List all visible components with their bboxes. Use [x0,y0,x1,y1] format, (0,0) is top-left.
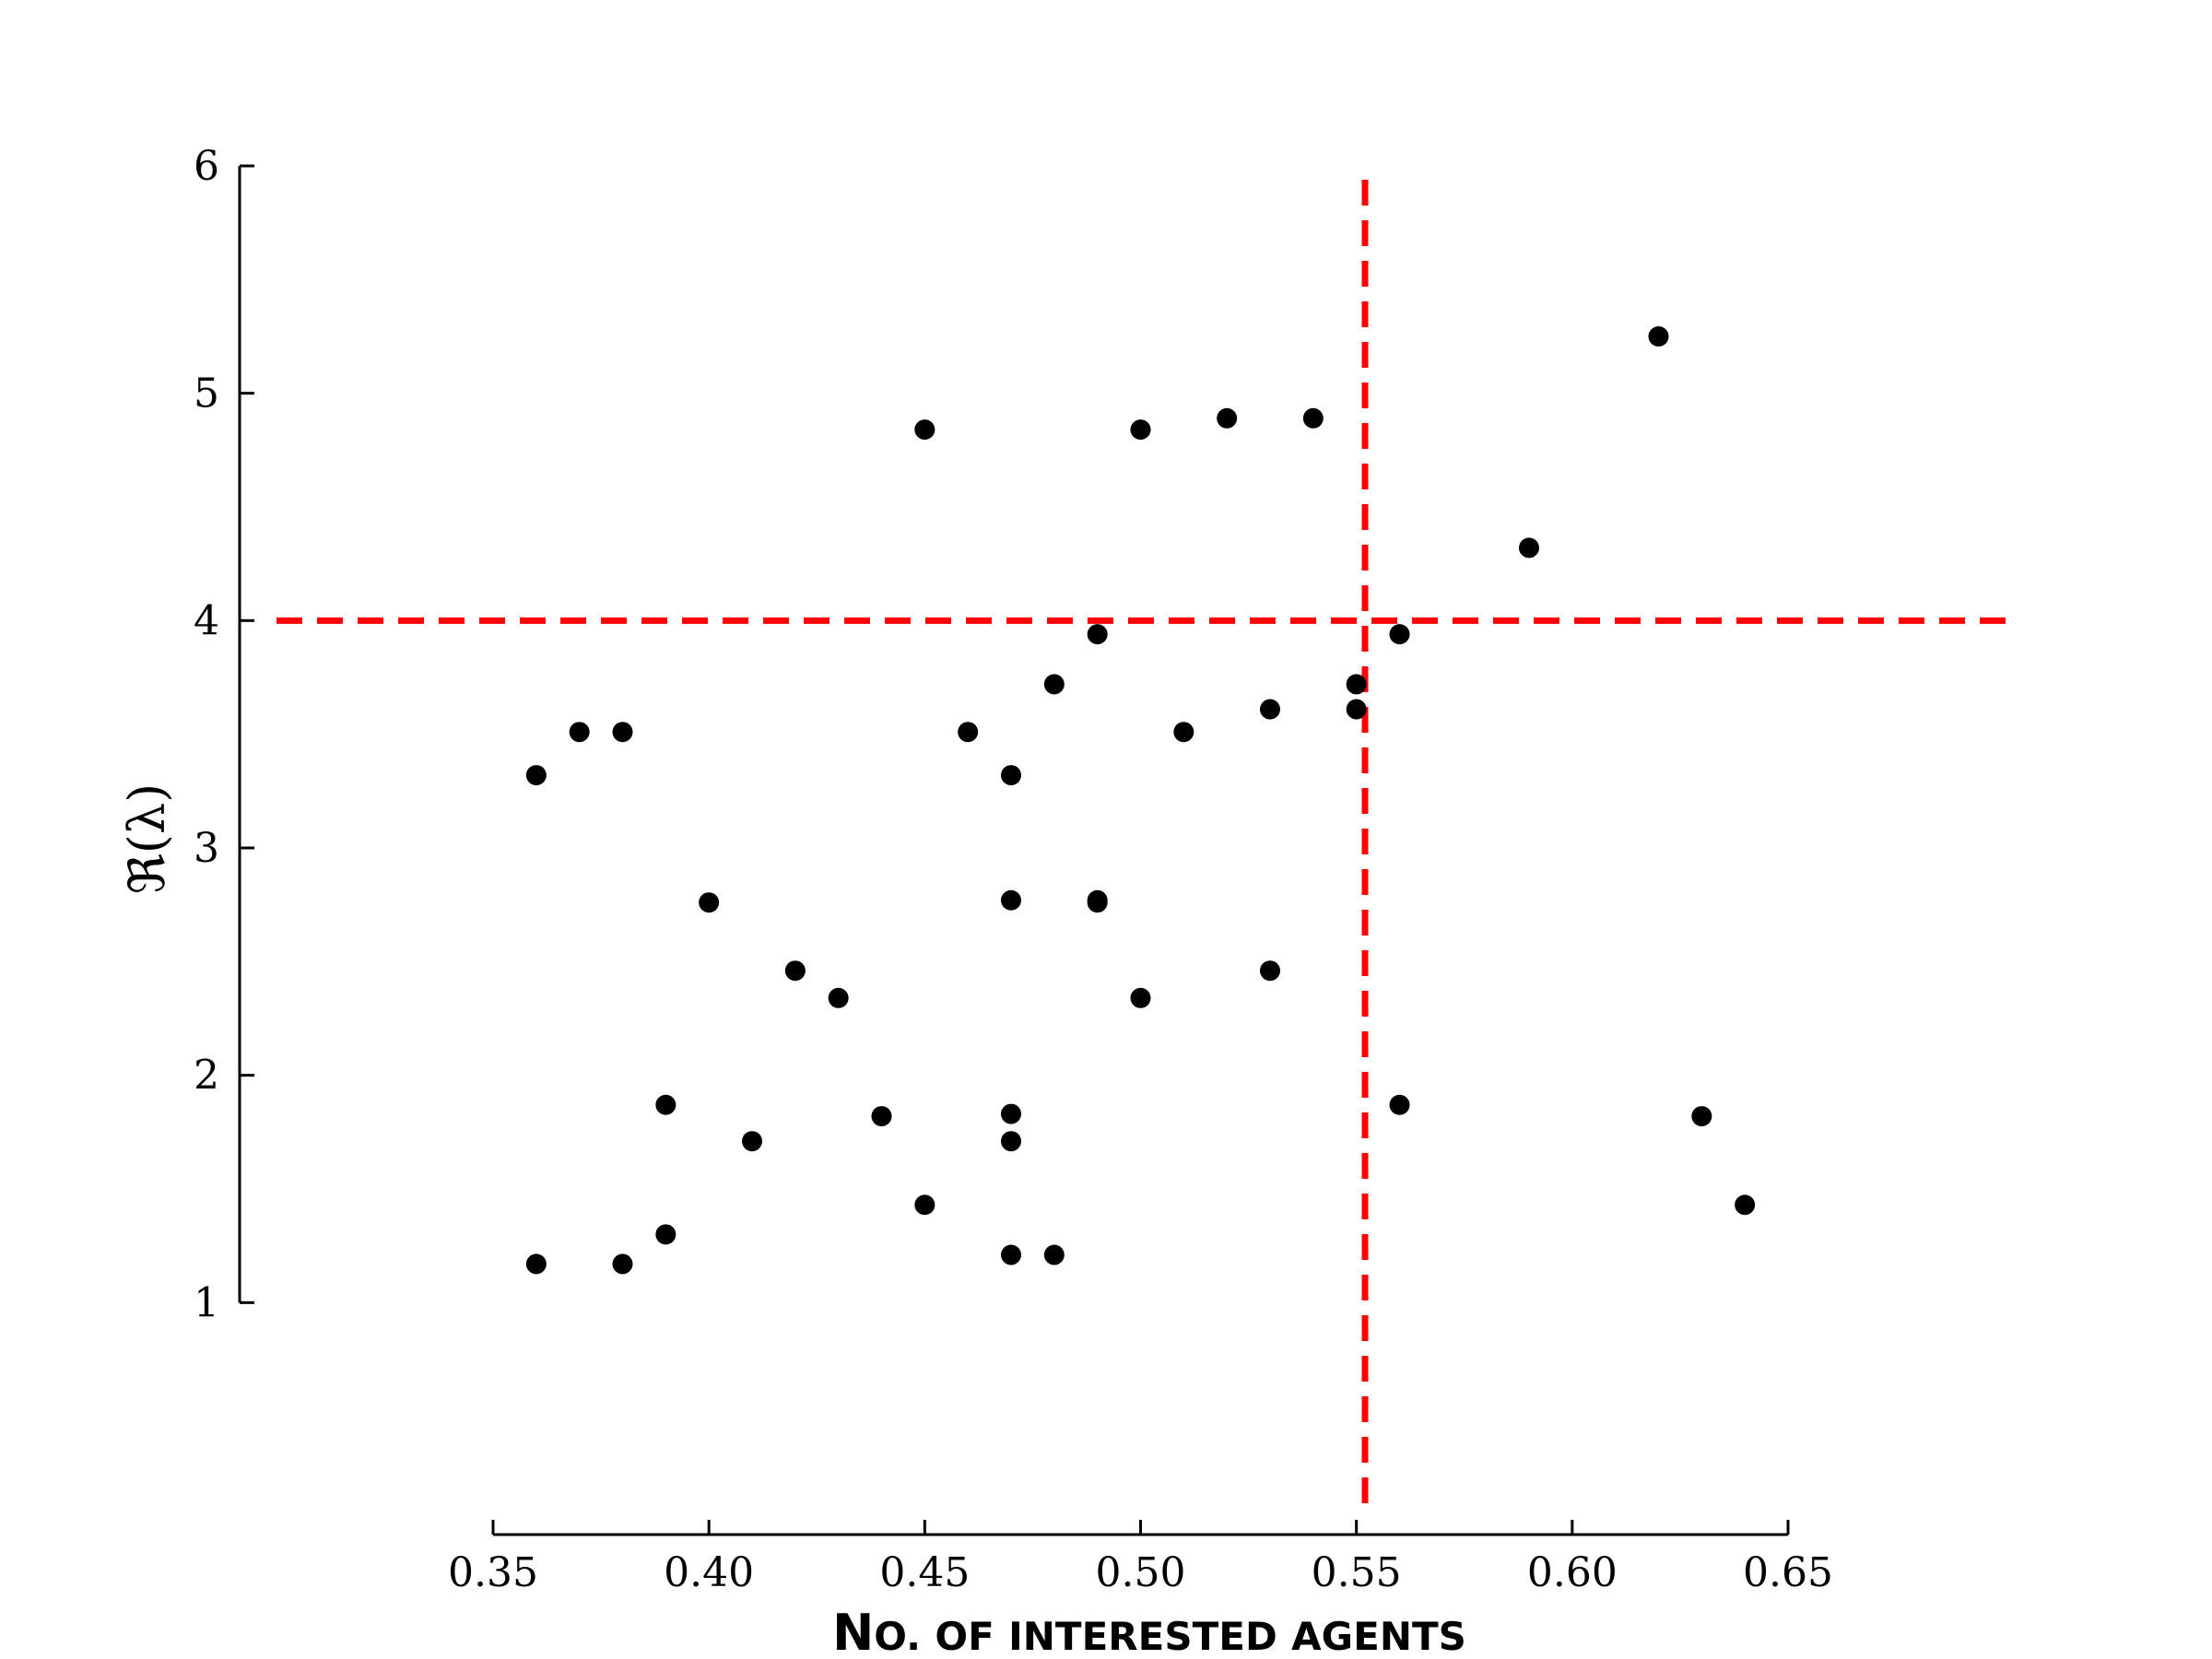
y-axis: 1 2 3 4 5 6 [194,143,254,1326]
x-tick-label: 0.65 [1743,1549,1833,1596]
data-point [784,960,806,982]
data-point [958,722,979,743]
x-axis-label: NO. OF INTERESTED AGENTS [832,1604,1466,1659]
data-point [914,1194,935,1216]
y-tick-label: 2 [194,1053,219,1100]
data-point [1130,419,1151,441]
data-point [1260,960,1280,982]
data-point [1001,889,1021,911]
y-tick-label: 6 [194,143,219,190]
data-point [1691,1106,1712,1127]
data-point [525,765,547,786]
data-point [1001,765,1021,786]
data-point [1735,1194,1756,1216]
data-point [1389,1094,1410,1115]
data-point [1346,699,1367,720]
data-point [1217,407,1238,429]
data-point [1043,674,1065,695]
data-point [1389,624,1410,645]
data-point [699,892,720,913]
data-point [1001,1131,1021,1152]
threshold-lines [276,180,2018,1507]
y-tick-label: 5 [194,371,219,418]
x-tick-label: 0.45 [879,1549,970,1596]
x-tick-label: 0.55 [1312,1549,1402,1596]
y-tick-label: 1 [194,1279,219,1326]
data-point [655,1224,677,1245]
data-point [1519,537,1539,559]
data-point [1648,326,1669,347]
data-point [1043,1244,1065,1265]
x-tick-label: 0.60 [1527,1549,1618,1596]
data-point [742,1131,762,1152]
y-tick-label: 3 [194,825,219,872]
data-point [1087,892,1108,913]
data-point [1001,1103,1021,1124]
data-point [569,722,590,743]
data-point [1173,722,1194,743]
y-tick-label: 4 [194,597,219,644]
data-point [871,1106,892,1127]
data-point [1260,699,1280,720]
data-point [1130,987,1151,1008]
x-axis: 0.35 0.40 0.45 0.50 0.55 0.60 0.65 [448,1520,1833,1596]
x-tick-label: 0.40 [664,1549,754,1596]
x-tick-label: 0.50 [1096,1549,1186,1596]
data-point [1346,674,1367,695]
data-point [1001,1244,1021,1265]
data-point [1087,624,1108,645]
data-point [655,1094,677,1115]
data-points [525,326,1756,1275]
data-point [828,987,849,1008]
data-point [612,1253,633,1275]
y-axis-label: ℜ(λ) [118,783,176,894]
data-point [1302,407,1324,429]
data-point [525,1253,547,1275]
x-tick-label: 0.35 [448,1549,538,1596]
data-point [612,722,633,743]
data-point [914,419,935,441]
